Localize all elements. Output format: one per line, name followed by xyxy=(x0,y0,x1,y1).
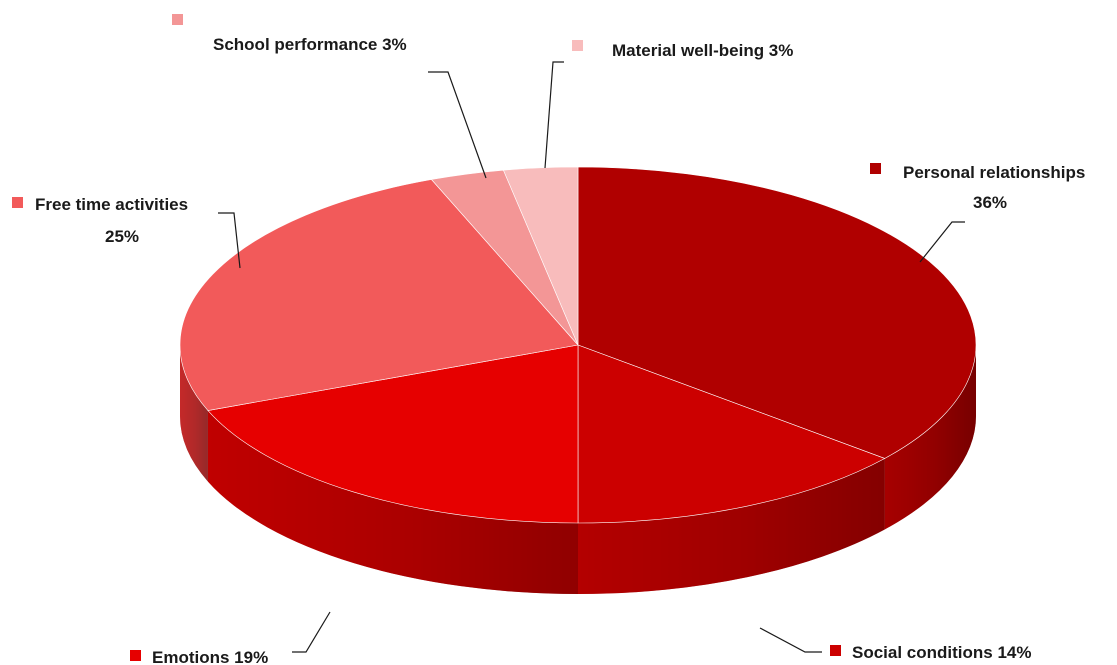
data-value-personal-relationships: 36% xyxy=(973,193,1007,212)
pie-slice-personal-relationships xyxy=(577,166,977,459)
data-label-social-conditions: Social conditions 14% xyxy=(852,643,1032,662)
data-label-material-well-being: Material well-being 3% xyxy=(612,41,793,60)
pie-slice-material-well-being xyxy=(502,166,579,346)
pie-side-personal-relationships xyxy=(884,345,976,530)
pie-side-social-conditions xyxy=(578,458,885,595)
leader-line-social-conditions xyxy=(759,627,822,653)
pie-side-tint-social-conditions xyxy=(578,458,885,595)
pie-side-tint-free-time-activities xyxy=(180,345,208,482)
legend-key-social-conditions xyxy=(830,645,841,656)
pie-top-layer xyxy=(179,166,977,524)
pie-side-free-time-activities xyxy=(180,345,208,482)
legend-key-material-well-being xyxy=(572,40,583,51)
leader-line-free-time-activities xyxy=(218,212,241,269)
data-labels: Personal relationships 36% Social conditio… xyxy=(12,14,1085,665)
leader-line-school-performance xyxy=(428,71,487,179)
pie-side-tint-emotions xyxy=(207,410,578,595)
legend-key-personal-relationships xyxy=(870,163,881,174)
legend-key-free-time-activities xyxy=(12,197,23,208)
pie-slice-social-conditions xyxy=(577,344,886,524)
pie-slice-free-time-activities xyxy=(179,179,579,411)
data-label-school-performance: School performance 3% xyxy=(213,35,407,54)
leader-line-personal-relationships xyxy=(919,221,965,263)
pie-side-emotions xyxy=(207,410,578,595)
leader-line-material-well-being xyxy=(544,61,564,169)
pie-side-tint-personal-relationships xyxy=(884,345,976,530)
data-label-free-time-activities: Free time activities xyxy=(35,195,188,214)
data-label-emotions: Emotions 19% xyxy=(152,648,268,665)
leader-line-emotions xyxy=(292,611,331,653)
legend-key-emotions xyxy=(130,650,141,661)
pie-slice-emotions xyxy=(207,344,579,524)
data-value-free-time-activities: 25% xyxy=(105,227,139,246)
legend-key-school-performance xyxy=(172,14,183,25)
data-label-personal-relationships: Personal relationships xyxy=(903,163,1085,182)
leader-lines xyxy=(218,61,965,653)
pie-side-layer xyxy=(180,345,976,595)
